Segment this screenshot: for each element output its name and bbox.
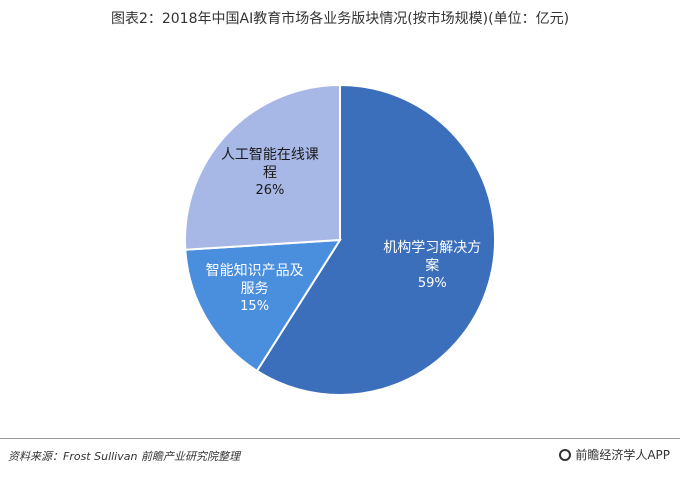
slice-online-courses (184, 83, 341, 251)
brand-logo: 前瞻经济学人APP (559, 446, 670, 463)
slice-label-line: 机构学习解决方 (383, 239, 482, 256)
slice-knowledge-products (184, 238, 342, 373)
pie-chart (184, 83, 496, 396)
slice-label-line: 案 (425, 257, 440, 274)
brand-name: 前瞻经济学人APP (575, 448, 670, 462)
slice-label-line: 服务 (240, 281, 269, 298)
footer-divider (0, 438, 680, 439)
slice-percent: 26% (255, 183, 285, 199)
slice-percent: 15% (240, 299, 270, 315)
source-note: 资料来源：Frost Sullivan 前瞻产业研究院整理 (8, 450, 240, 463)
slice-label-line: 智能知识产品及 (205, 263, 304, 280)
slice-label: 人工智能在线课程 26% (205, 146, 335, 200)
slice-percent: 59% (417, 275, 447, 291)
slice-institution-solutions (255, 83, 496, 396)
brand-icon (559, 448, 572, 461)
chart-title: 图表2：2018年中国AI教育市场各业务版块情况(按市场规模)(单位：亿元) (110, 11, 570, 27)
slice-label: 机构学习解决方案 59% (367, 239, 497, 293)
slice-label: 智能知识产品及 服务 15% (200, 262, 310, 316)
slice-label-line: 程 (262, 165, 277, 182)
slice-label-line: 人工智能在线课 (220, 147, 319, 164)
